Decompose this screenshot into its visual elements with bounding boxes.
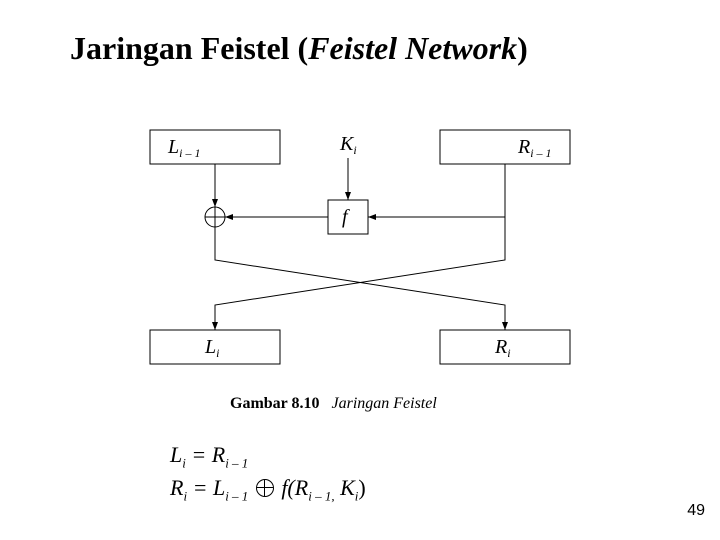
title-close: ) bbox=[517, 30, 528, 66]
feistel-diagram: Li – 1 Ri – 1 Ki f Li Ri bbox=[110, 110, 610, 410]
diagram-svg: Li – 1 Ri – 1 Ki f Li Ri bbox=[110, 110, 610, 390]
equations: Li = Ri – 1 Ri = Li – 1 f(Ri – 1, Ki) bbox=[170, 440, 366, 505]
edge-xor-to-R bbox=[215, 227, 505, 330]
equation-2: Ri = Li – 1 f(Ri – 1, Ki) bbox=[170, 473, 366, 506]
title-italic: Feistel Network bbox=[308, 30, 517, 66]
caption-bold: Gambar 8.10 bbox=[230, 395, 319, 412]
xor-symbol bbox=[256, 479, 274, 497]
title-plain: Jaringan Feistel ( bbox=[70, 30, 308, 66]
equation-1: Li = Ri – 1 bbox=[170, 440, 366, 473]
caption-italic: Jaringan Feistel bbox=[331, 395, 436, 412]
page-number: 49 bbox=[687, 502, 705, 520]
edge-Rprev-to-f bbox=[368, 164, 505, 217]
figure-caption: Gambar 8.10 Jaringan Feistel bbox=[230, 395, 437, 413]
node-f bbox=[328, 200, 368, 234]
label-K: Ki bbox=[339, 133, 357, 157]
page-title: Jaringan Feistel (Feistel Network) bbox=[70, 30, 528, 67]
